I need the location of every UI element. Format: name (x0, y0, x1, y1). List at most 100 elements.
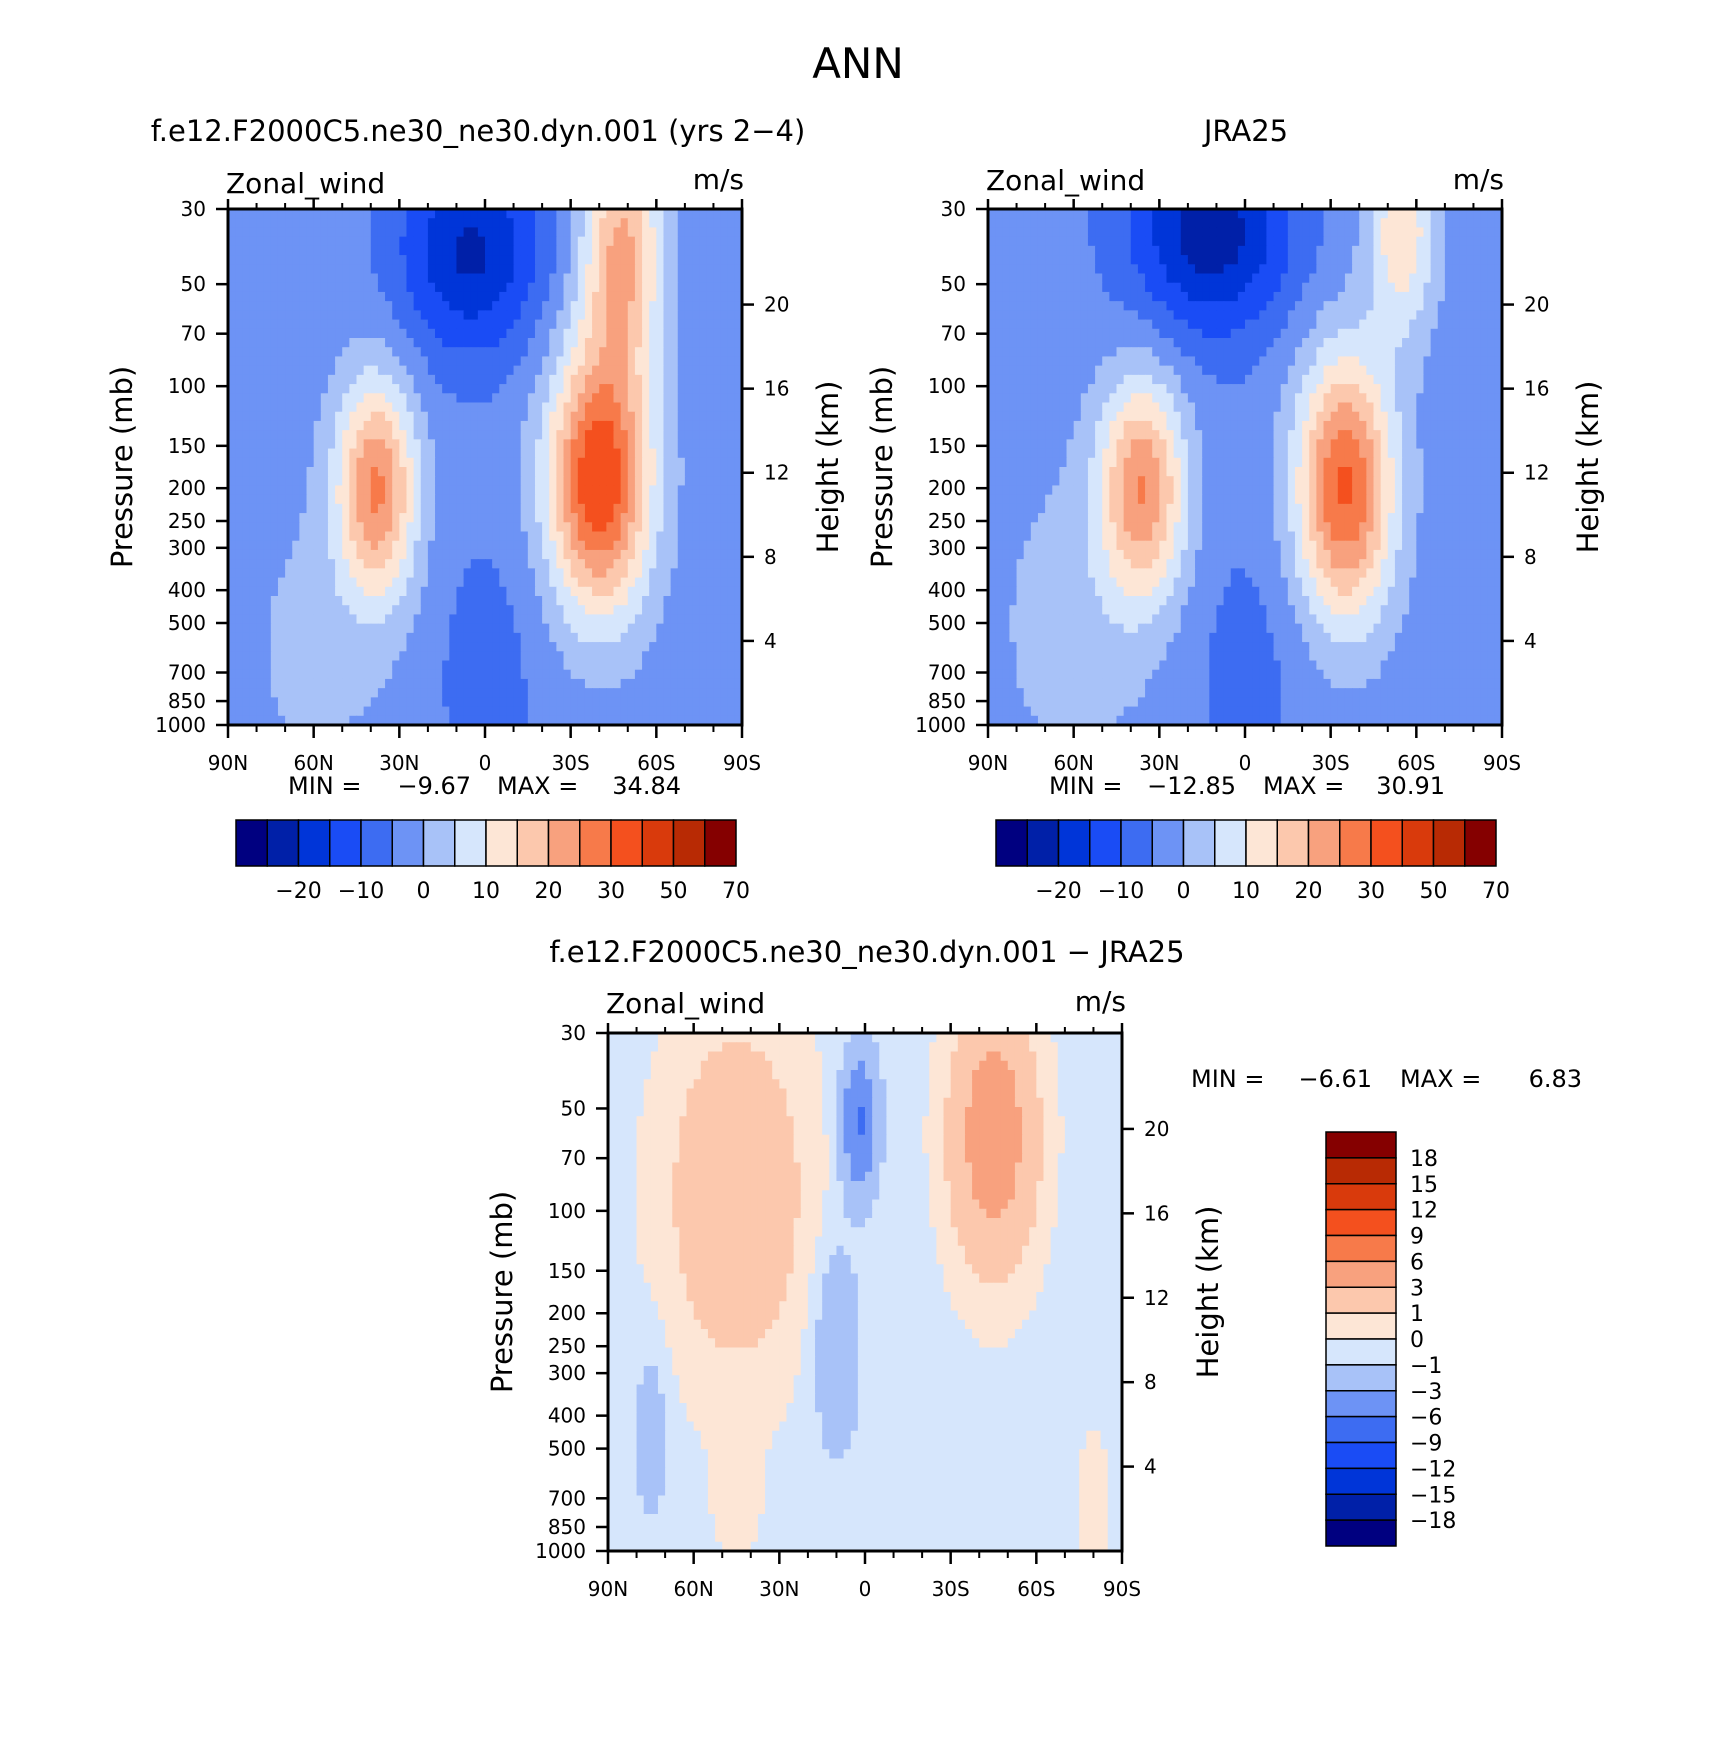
contour-cell (356, 301, 365, 311)
contour-cell (306, 522, 315, 533)
contour-cell (306, 503, 315, 514)
contour-cell (670, 531, 679, 542)
contour-cell (228, 356, 236, 367)
contour-cell (320, 227, 329, 238)
contour-cell (727, 365, 736, 376)
contour-cell (399, 632, 408, 643)
contour-cell (385, 384, 393, 394)
contour-cell (335, 549, 343, 560)
contour-cell (277, 467, 286, 477)
contour-cell (370, 678, 379, 689)
contour-cell (1430, 273, 1439, 284)
contour-cell (663, 402, 672, 413)
colorbar-box (579, 819, 612, 867)
contour-cell (492, 586, 500, 597)
contour-cell (1066, 236, 1075, 247)
contour-cell (684, 678, 693, 689)
contour-cell (656, 374, 665, 385)
contour-cell (542, 420, 550, 431)
contour-cell (1309, 209, 1317, 219)
contour-cell (313, 227, 322, 238)
contour-cell (292, 218, 300, 229)
contour-cell (420, 448, 429, 459)
contour-cell (442, 688, 450, 698)
contour-cell (627, 586, 636, 597)
contour-cell (670, 273, 679, 284)
contour-cell (1259, 264, 1268, 275)
contour-cell (692, 503, 700, 514)
contour-cell (656, 236, 665, 247)
contour-cell (342, 660, 350, 671)
contour-cell (1266, 310, 1275, 321)
contour-cell (1037, 236, 1046, 247)
contour-cell (356, 209, 365, 219)
contour-cell (335, 559, 343, 569)
contour-cell (1402, 236, 1410, 247)
contour-cell (449, 485, 458, 496)
contour-cell (270, 236, 279, 247)
contour-cell (513, 651, 522, 662)
contour-cell (385, 291, 393, 302)
contour-cell (1052, 301, 1060, 311)
contour-cell (349, 642, 358, 652)
contour-cell (634, 513, 643, 523)
contour-cell (1266, 236, 1275, 247)
contour-cell (1016, 264, 1025, 275)
contour-cell (720, 531, 729, 542)
contour-cell (506, 577, 515, 588)
contour-cell (1294, 255, 1303, 265)
contour-cell (577, 236, 586, 247)
contour-cell (456, 338, 465, 348)
contour-cell (684, 476, 693, 487)
contour-cell (713, 328, 722, 339)
contour-cell (642, 494, 650, 505)
contour-cell (663, 393, 672, 404)
contour-cell (435, 393, 443, 404)
contour-cell (292, 393, 300, 404)
contour-cell (613, 319, 622, 330)
contour-cell (542, 540, 550, 551)
contour-cell (684, 411, 693, 422)
contour-cell (1166, 291, 1175, 302)
contour-cell (527, 494, 536, 505)
contour-cell (363, 328, 372, 339)
contour-cell (634, 356, 643, 367)
contour-cell (263, 476, 272, 487)
contour-cell (413, 402, 422, 413)
contour-cell (627, 669, 636, 680)
contour-cell (449, 596, 458, 606)
contour-cell (249, 402, 258, 413)
contour-cell (377, 411, 386, 422)
contour-cell (570, 467, 579, 477)
contour-cell (249, 632, 258, 643)
contour-cell (477, 540, 486, 551)
contour-cell (1066, 282, 1075, 293)
contour-cell (492, 439, 500, 450)
contour-cell (677, 255, 686, 265)
contour-cell (649, 596, 657, 606)
contour-cell (720, 706, 729, 717)
contour-cell (306, 586, 315, 597)
contour-cell (534, 688, 543, 698)
contour-cell (249, 467, 258, 477)
contour-cell (570, 623, 579, 634)
contour-cell (463, 264, 472, 275)
contour-cell (534, 319, 543, 330)
contour-cell (513, 568, 522, 579)
contour-cell (656, 264, 665, 275)
contour-cell (713, 540, 722, 551)
contour-cell (1073, 218, 1082, 229)
contour-cell (385, 420, 393, 431)
contour-cell (549, 605, 557, 616)
contour-cell (249, 586, 258, 597)
contour-cell (1259, 236, 1268, 247)
contour-cell (1352, 264, 1360, 275)
contour-cell (499, 605, 508, 616)
contour-cell (313, 632, 322, 643)
contour-cell (584, 494, 593, 505)
contour-cell (570, 356, 579, 367)
contour-cell (642, 328, 650, 339)
contour-cell (1466, 291, 1475, 302)
contour-cell (592, 494, 600, 505)
contour-cell (413, 374, 422, 385)
